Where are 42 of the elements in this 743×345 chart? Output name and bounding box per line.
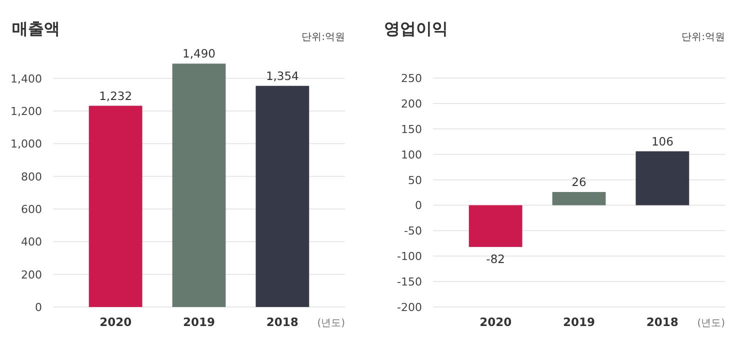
x-tick-label: 2019 (562, 315, 596, 329)
data-label: 1,354 (266, 68, 299, 83)
y-tick-label: 100 (401, 148, 422, 162)
bar (468, 205, 522, 247)
data-label: -82 (486, 252, 505, 266)
y-tick-label: -200 (397, 301, 422, 314)
y-tick-label: 1,400 (10, 72, 42, 86)
bar (256, 86, 310, 307)
x-tick-label: 2019 (182, 315, 216, 329)
y-tick-label: 400 (21, 236, 42, 249)
y-tick-label: 1,200 (10, 105, 42, 118)
chart-title: 영업이익 (384, 19, 448, 38)
y-tick-label: 0 (35, 301, 42, 314)
y-tick-label: 250 (401, 72, 422, 85)
y-tick-label: 600 (21, 203, 42, 216)
x-tick-label: 2020 (100, 315, 132, 329)
y-tick-label: 50 (408, 174, 422, 187)
y-tick-label: 800 (21, 170, 42, 184)
x-tick-label: 2018 (646, 315, 678, 329)
x-axis-title: (년도) (317, 318, 346, 329)
data-label: 106 (651, 134, 674, 148)
y-tick-label: 1,000 (10, 138, 42, 151)
text: 단위:억원 (682, 32, 725, 43)
data-label: 1,490 (182, 46, 216, 61)
text: 단위:억원 (302, 32, 345, 43)
data-label: 26 (572, 174, 586, 189)
x-tick-label: 2018 (266, 315, 298, 329)
y-tick-label: 150 (401, 122, 422, 136)
y-tick-label: 0 (415, 199, 422, 212)
y-tick-label: -50 (404, 224, 422, 238)
y-tick-label: 200 (401, 97, 422, 110)
x-axis-title: (년도) (697, 318, 726, 329)
bar (636, 151, 690, 206)
chart-title: 매출액 (12, 19, 60, 38)
data-label: 1,232 (99, 88, 132, 103)
bar (552, 192, 606, 206)
y-tick-label: -150 (397, 276, 422, 289)
bar (88, 106, 142, 307)
y-tick-label: 200 (21, 268, 42, 282)
bar (172, 64, 226, 307)
x-tick-label: 2020 (480, 315, 512, 329)
y-tick-label: -100 (397, 250, 422, 264)
